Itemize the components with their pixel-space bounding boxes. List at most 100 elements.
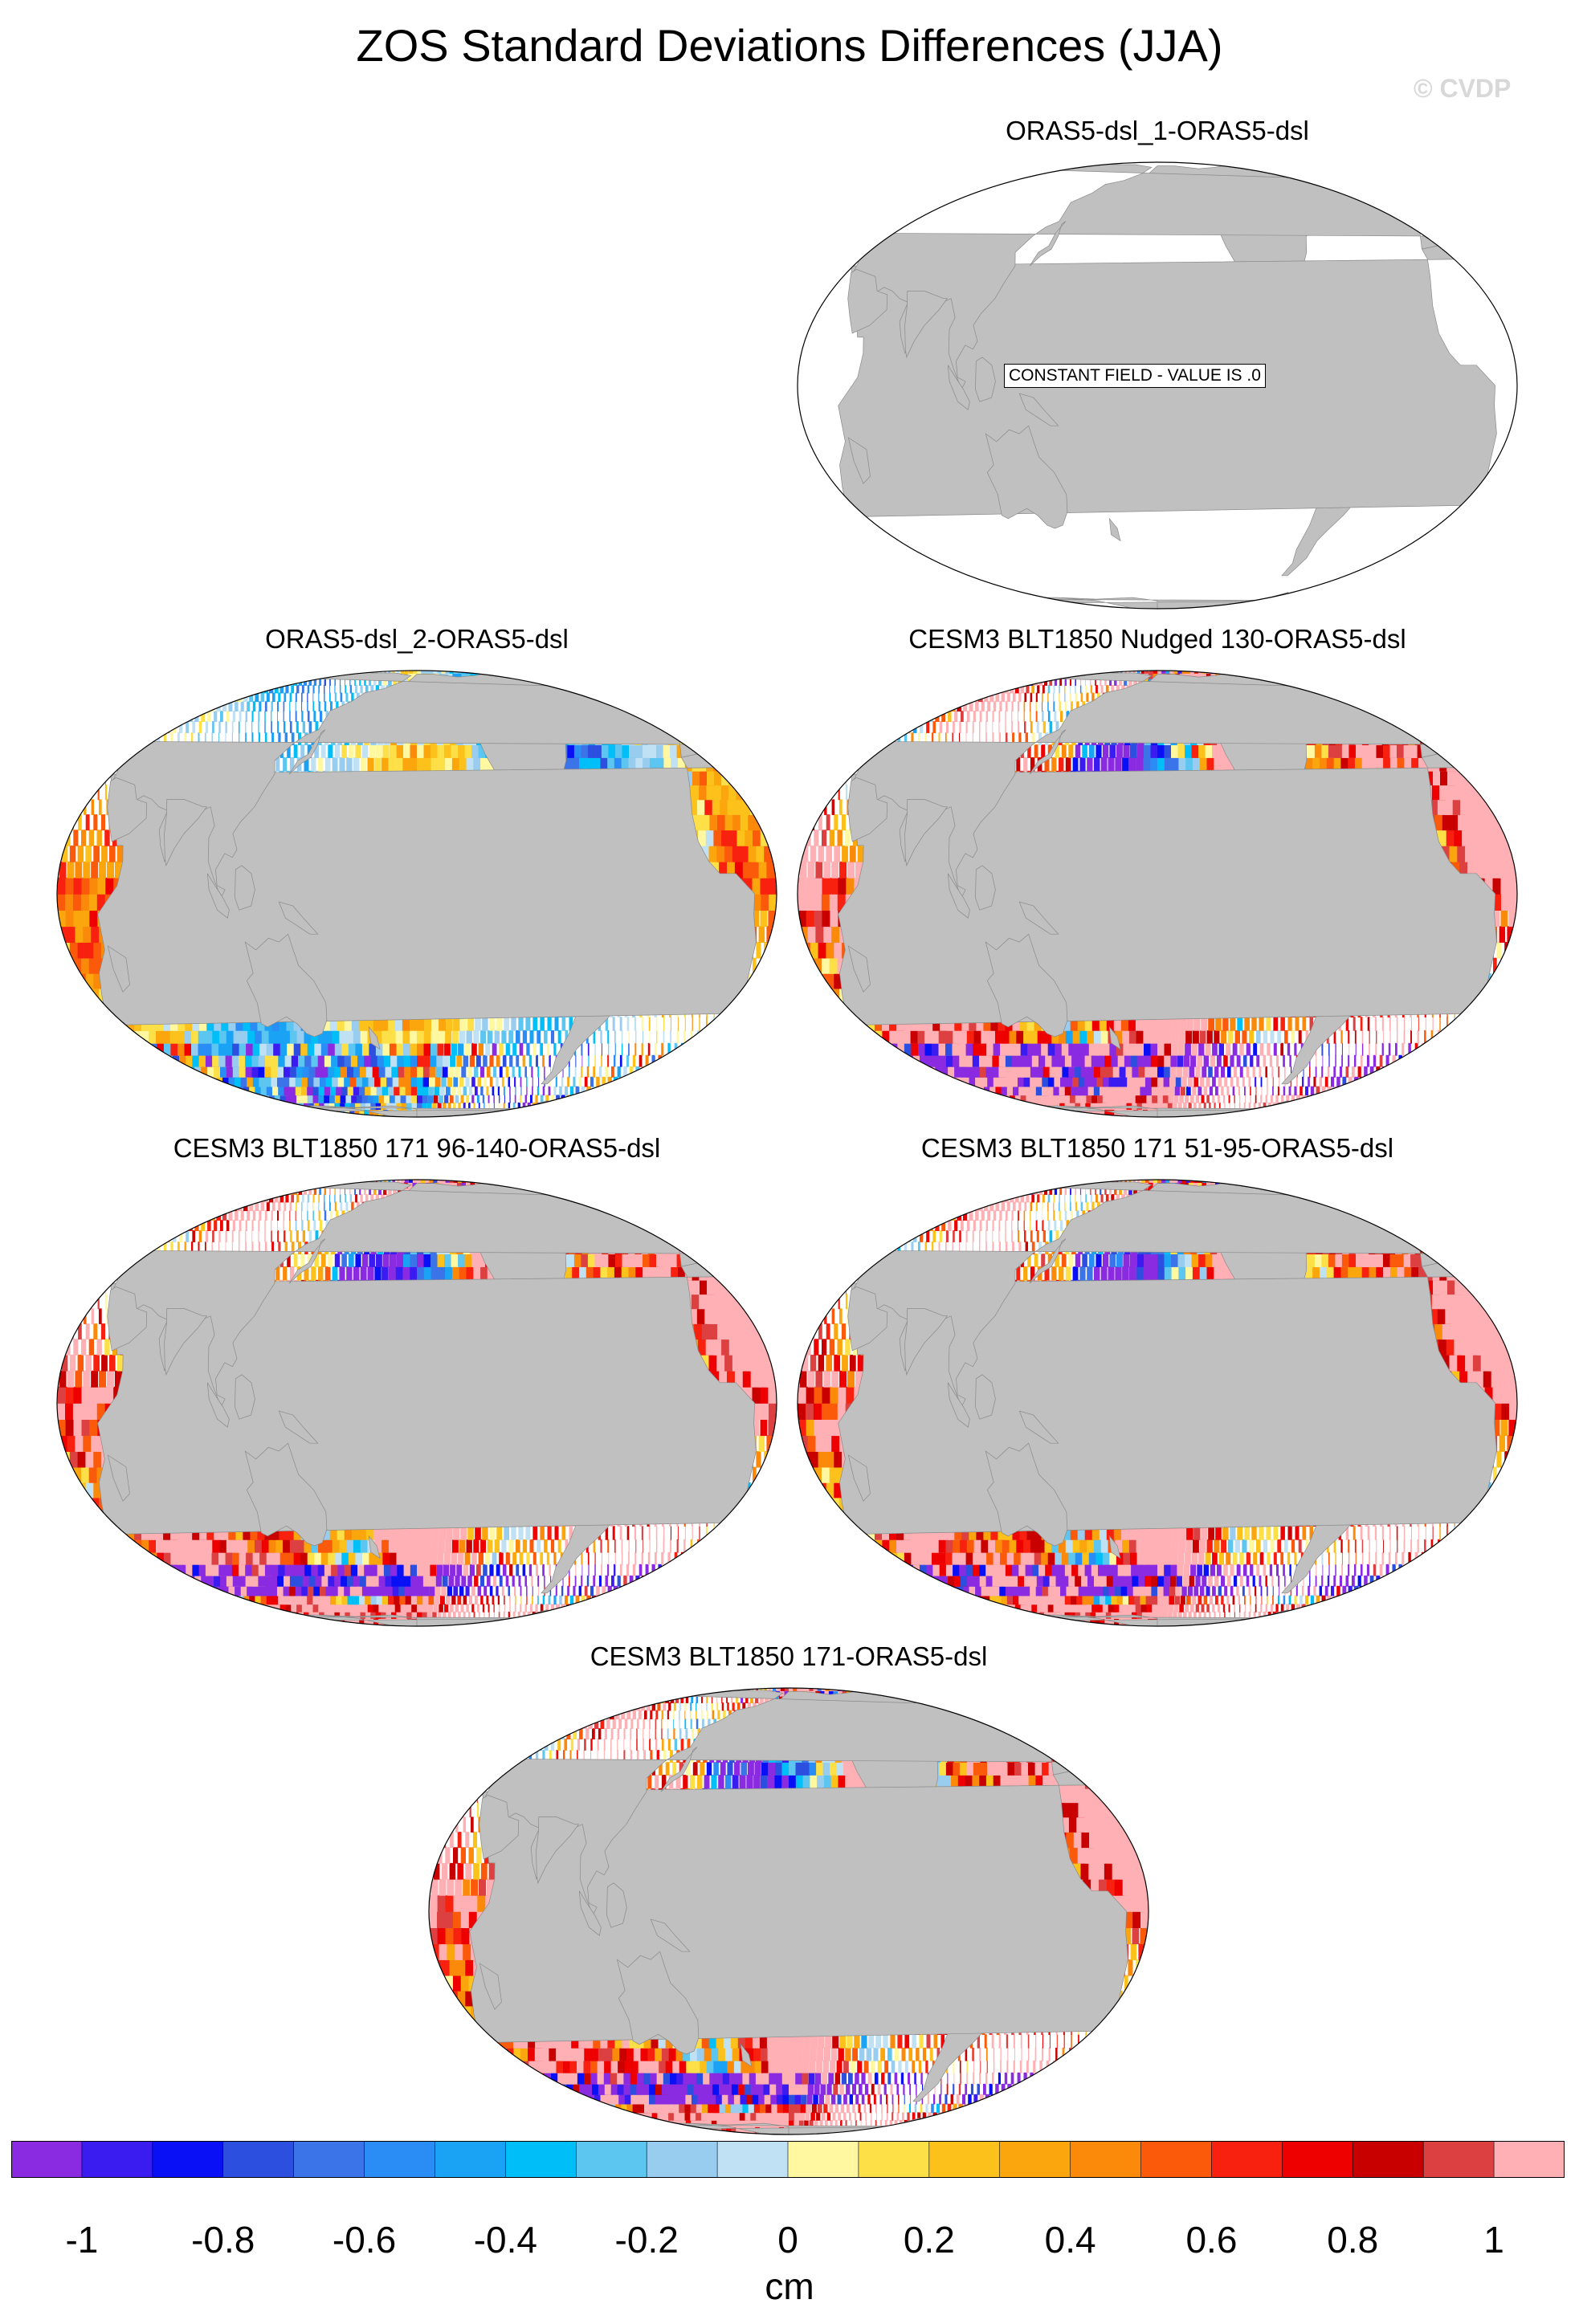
field-cell bbox=[585, 1102, 593, 1110]
field-cell bbox=[393, 678, 398, 686]
field-cell bbox=[603, 1109, 615, 1115]
field-cell bbox=[509, 1119, 516, 1123]
field-cell bbox=[1018, 1109, 1034, 1115]
field-cell bbox=[984, 1109, 1002, 1115]
field-cell bbox=[736, 785, 751, 801]
field-cell bbox=[192, 721, 196, 733]
field-cell bbox=[1010, 1115, 1027, 1117]
field-cell bbox=[495, 665, 508, 669]
field-cell bbox=[172, 721, 177, 733]
field-cell bbox=[438, 757, 447, 772]
field-cell bbox=[1439, 1017, 1441, 1031]
field-cell bbox=[284, 721, 286, 733]
field-cell bbox=[618, 1102, 629, 1110]
field-cell bbox=[618, 685, 637, 694]
field-cell bbox=[192, 701, 198, 711]
field-cell bbox=[175, 1066, 193, 1078]
field-cell bbox=[1236, 1054, 1241, 1067]
field-cell bbox=[635, 1066, 640, 1078]
field-cell bbox=[680, 732, 698, 745]
field-cell bbox=[359, 1109, 369, 1115]
field-cell bbox=[422, 1076, 430, 1087]
field-cell bbox=[247, 1095, 263, 1103]
field-cell bbox=[480, 1029, 486, 1044]
field-cell bbox=[410, 1042, 418, 1056]
field-cell bbox=[592, 671, 614, 674]
field-cell bbox=[260, 692, 264, 703]
field-cell bbox=[334, 744, 341, 758]
field-cell bbox=[1282, 1102, 1287, 1110]
field-cell bbox=[279, 1115, 296, 1117]
field-cell bbox=[459, 757, 468, 772]
field-cell bbox=[647, 1066, 653, 1078]
field-cell bbox=[1276, 1054, 1279, 1067]
field-cell bbox=[590, 1109, 601, 1115]
field-cell bbox=[529, 1029, 534, 1044]
field-cell bbox=[155, 701, 163, 711]
field-cell bbox=[556, 1102, 562, 1110]
field-cell bbox=[1363, 1095, 1372, 1103]
field-cell bbox=[562, 1066, 564, 1078]
field-cell bbox=[108, 1042, 127, 1056]
field-cell bbox=[324, 665, 332, 666]
field-cell bbox=[1387, 1086, 1395, 1096]
field-cell bbox=[1342, 1095, 1350, 1103]
field-cell bbox=[483, 1076, 488, 1087]
field-cell bbox=[296, 1109, 311, 1115]
field-cell bbox=[301, 673, 307, 679]
field-cell bbox=[607, 1029, 610, 1044]
field-cell bbox=[345, 692, 349, 703]
field-cell bbox=[1099, 1115, 1109, 1117]
field-cell bbox=[504, 1017, 509, 1031]
field-cell bbox=[1465, 1029, 1469, 1044]
field-cell bbox=[472, 1119, 475, 1123]
field-cell bbox=[114, 861, 122, 879]
field-cell bbox=[153, 721, 157, 733]
field-cell bbox=[599, 1102, 608, 1110]
field-cell bbox=[758, 861, 769, 879]
field-cell bbox=[977, 1095, 994, 1103]
field-cell bbox=[287, 673, 293, 679]
field-cell bbox=[282, 1109, 298, 1115]
field-cell bbox=[1151, 1076, 1158, 1087]
field-cell bbox=[387, 1017, 397, 1031]
field-cell bbox=[452, 673, 461, 679]
field-cell bbox=[1224, 1076, 1228, 1087]
field-cell bbox=[896, 1066, 916, 1078]
field-cell bbox=[473, 665, 484, 666]
field-cell bbox=[671, 1076, 679, 1087]
field-cell bbox=[353, 1086, 363, 1096]
field-cell bbox=[526, 1086, 528, 1096]
field-cell bbox=[1150, 1029, 1158, 1044]
field-cell bbox=[236, 685, 243, 694]
field-cell bbox=[1367, 1017, 1370, 1031]
field-cell bbox=[1178, 1029, 1185, 1044]
field-cell bbox=[1322, 1054, 1324, 1067]
field-cell bbox=[106, 744, 110, 758]
field-cell bbox=[602, 685, 620, 694]
field-cell bbox=[1218, 1115, 1221, 1117]
field-cell bbox=[667, 1042, 671, 1056]
field-cell bbox=[1300, 1109, 1308, 1115]
field-cell bbox=[1374, 1017, 1377, 1031]
field-cell bbox=[270, 1119, 288, 1123]
field-cell bbox=[423, 757, 432, 772]
field-cell bbox=[540, 1095, 544, 1103]
field-cell bbox=[965, 1095, 983, 1103]
field-cell bbox=[547, 1115, 556, 1117]
field-cell bbox=[577, 673, 596, 679]
field-cell bbox=[1371, 1076, 1377, 1087]
field-cell bbox=[626, 1054, 629, 1067]
field-cell bbox=[218, 721, 221, 733]
field-cell bbox=[567, 1076, 569, 1087]
field-cell bbox=[261, 1115, 279, 1117]
field-cell bbox=[1190, 1119, 1192, 1123]
field-cell bbox=[614, 1029, 616, 1044]
field-cell bbox=[557, 1029, 561, 1044]
field-cell bbox=[133, 1054, 151, 1067]
field-cell bbox=[671, 711, 691, 722]
field-cell bbox=[1258, 1102, 1261, 1110]
field-cell bbox=[707, 732, 725, 745]
field-cell bbox=[242, 1102, 259, 1110]
field-cell bbox=[1129, 1095, 1138, 1103]
